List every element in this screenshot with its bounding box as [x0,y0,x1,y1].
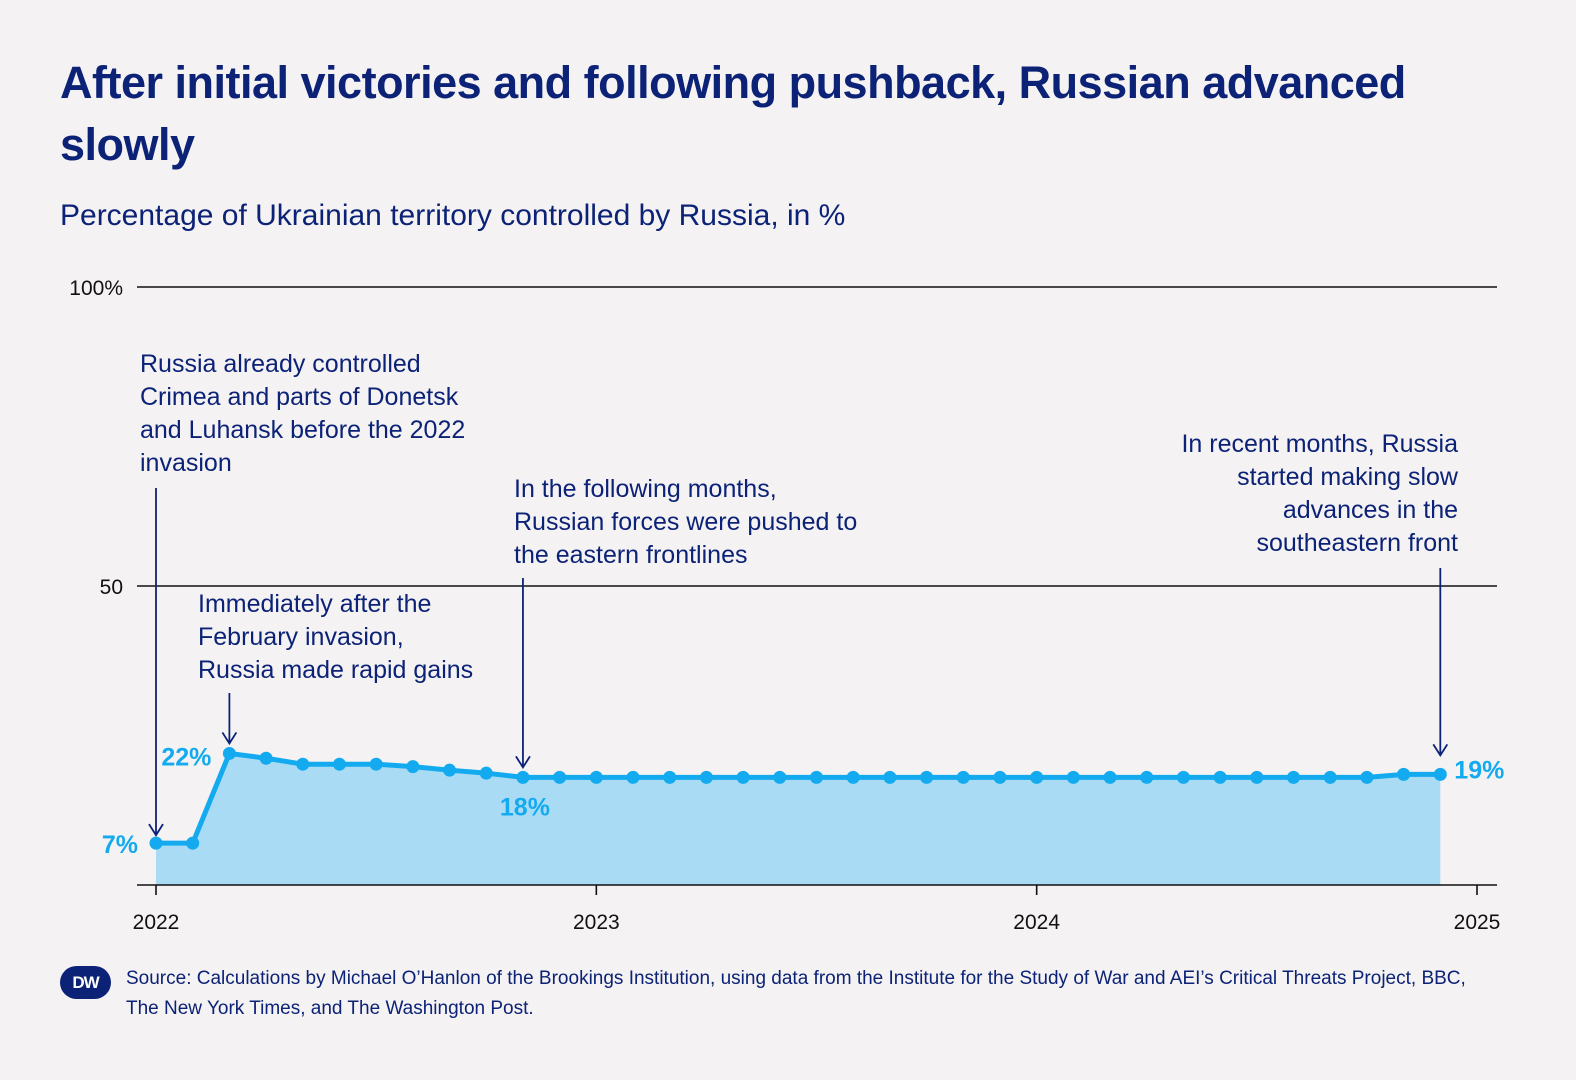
data-point-2024-06 [1213,770,1227,784]
y-tick-label: 50 [100,576,123,599]
data-point-2024-09 [1323,770,1337,784]
annotation-1: Russia already controlled Crimea and part… [140,350,465,837]
x-tick-label: 2023 [573,911,620,934]
annotation-text: Russia already controlled Crimea and part… [140,350,465,477]
data-point-2022-02 [186,836,200,850]
data-point-2022-11 [516,770,530,784]
data-point-2022-08 [406,760,420,774]
dw-logo: DW [60,966,111,999]
data-point-2023-09 [883,770,897,784]
value-label: 19% [1454,756,1504,784]
data-point-2024-11 [1397,767,1411,781]
territory-chart: 100% 50 2022 2023 2024 2025 7% 22% 18% 19% Russ… [69,277,1504,934]
data-point-2022-07 [369,757,383,771]
x-tick-label: 2022 [133,911,180,934]
annotation-arrow-head [148,823,164,837]
annotation-text: Immediately after the February invasion, R… [198,590,473,684]
data-point-2022-03 [222,746,236,760]
annotation-arrow-head [1432,743,1449,758]
chart-title: After initial victories and following pu… [60,57,1406,170]
annotation-3: In the following months, Russian forces w… [514,475,857,770]
data-point-2023-01 [589,770,603,784]
data-point-2023-11 [956,770,970,784]
annotation-2: Immediately after the February invasion, R… [198,590,473,746]
data-point-2024-01 [1030,770,1044,784]
footer: DW Source: Calculations by Michael O’Han… [60,964,1500,1024]
data-point-2022-06 [332,757,346,771]
y-tick-label: 100% [69,277,123,300]
data-point-2022-05 [296,757,310,771]
value-label: 22% [161,743,211,771]
annotation-arrow-head [515,755,531,770]
annotation-arrow-head [221,731,238,746]
data-point-2024-02 [1066,770,1080,784]
data-point-2022-04 [259,751,273,765]
data-point-2022-12 [553,770,567,784]
data-point-2024-12 [1433,767,1447,781]
value-label: 7% [102,831,138,859]
data-point-2024-05 [1176,770,1190,784]
data-point-2024-04 [1140,770,1154,784]
x-tick-label: 2024 [1013,911,1060,934]
annotation-text: In recent months, Russia started making s… [1181,430,1458,557]
source-note: Source: Calculations by Michael O’Hanlon… [126,968,1466,1019]
data-point-2023-08 [846,770,860,784]
x-tick-label: 2025 [1454,911,1501,934]
data-point-2023-03 [663,770,677,784]
data-point-2023-04 [699,770,713,784]
data-point-2023-05 [736,770,750,784]
annotation-text: In the following months, Russian forces w… [514,475,857,569]
value-label: 18% [500,793,550,821]
data-point-2024-08 [1287,770,1301,784]
chart-subtitle: Percentage of Ukrainian territory contro… [60,199,846,232]
annotation-4: In recent months, Russia started making s… [1181,430,1459,758]
data-point-2023-06 [773,770,787,784]
data-point-2023-02 [626,770,640,784]
data-point-2023-12 [993,770,1007,784]
data-point-2022-09 [443,763,457,777]
data-point-2022-01 [149,836,163,850]
data-point-2024-07 [1250,770,1264,784]
data-point-2022-10 [479,766,493,780]
data-point-2024-03 [1103,770,1117,784]
controlled-area [156,753,1441,885]
data-point-2023-10 [920,770,934,784]
data-point-2023-07 [810,770,823,784]
data-point-2024-10 [1360,770,1374,784]
